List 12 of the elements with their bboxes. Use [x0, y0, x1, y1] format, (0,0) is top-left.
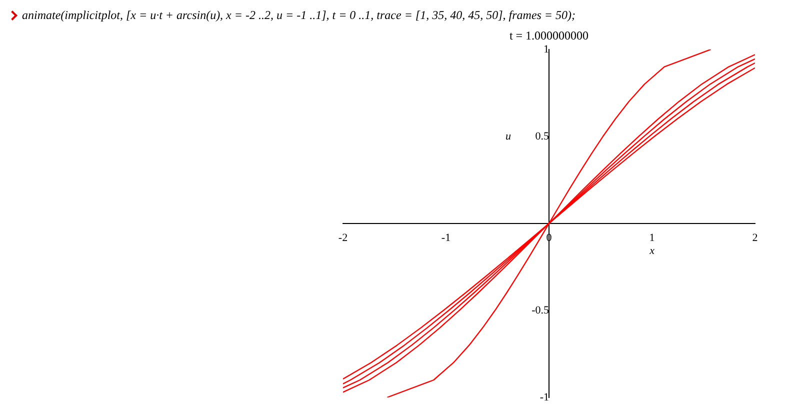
x-tick-label: -1: [441, 232, 451, 244]
y-axis-title: u: [506, 130, 512, 142]
y-tick-label: -0.5: [532, 304, 550, 316]
x-tick-label: -2: [338, 232, 348, 244]
x-axis-title: x: [648, 244, 655, 257]
y-tick-label: 1: [544, 43, 549, 56]
y-tick-label: 0.5: [535, 130, 550, 142]
y-tick-label: -1: [540, 391, 549, 404]
text: animate(implicitplot, [x = u·t + arcsin(u), x = -2 ..2, u = -1 ..1], t = 0 ..1, trace = [1, 35, 40, 45, 50], frames = 50);: [22, 8, 576, 23]
x-tick-label: 2: [752, 232, 758, 244]
x-tick-label: 1: [649, 232, 655, 244]
chart-title: t = 1.000000000: [509, 28, 589, 42]
